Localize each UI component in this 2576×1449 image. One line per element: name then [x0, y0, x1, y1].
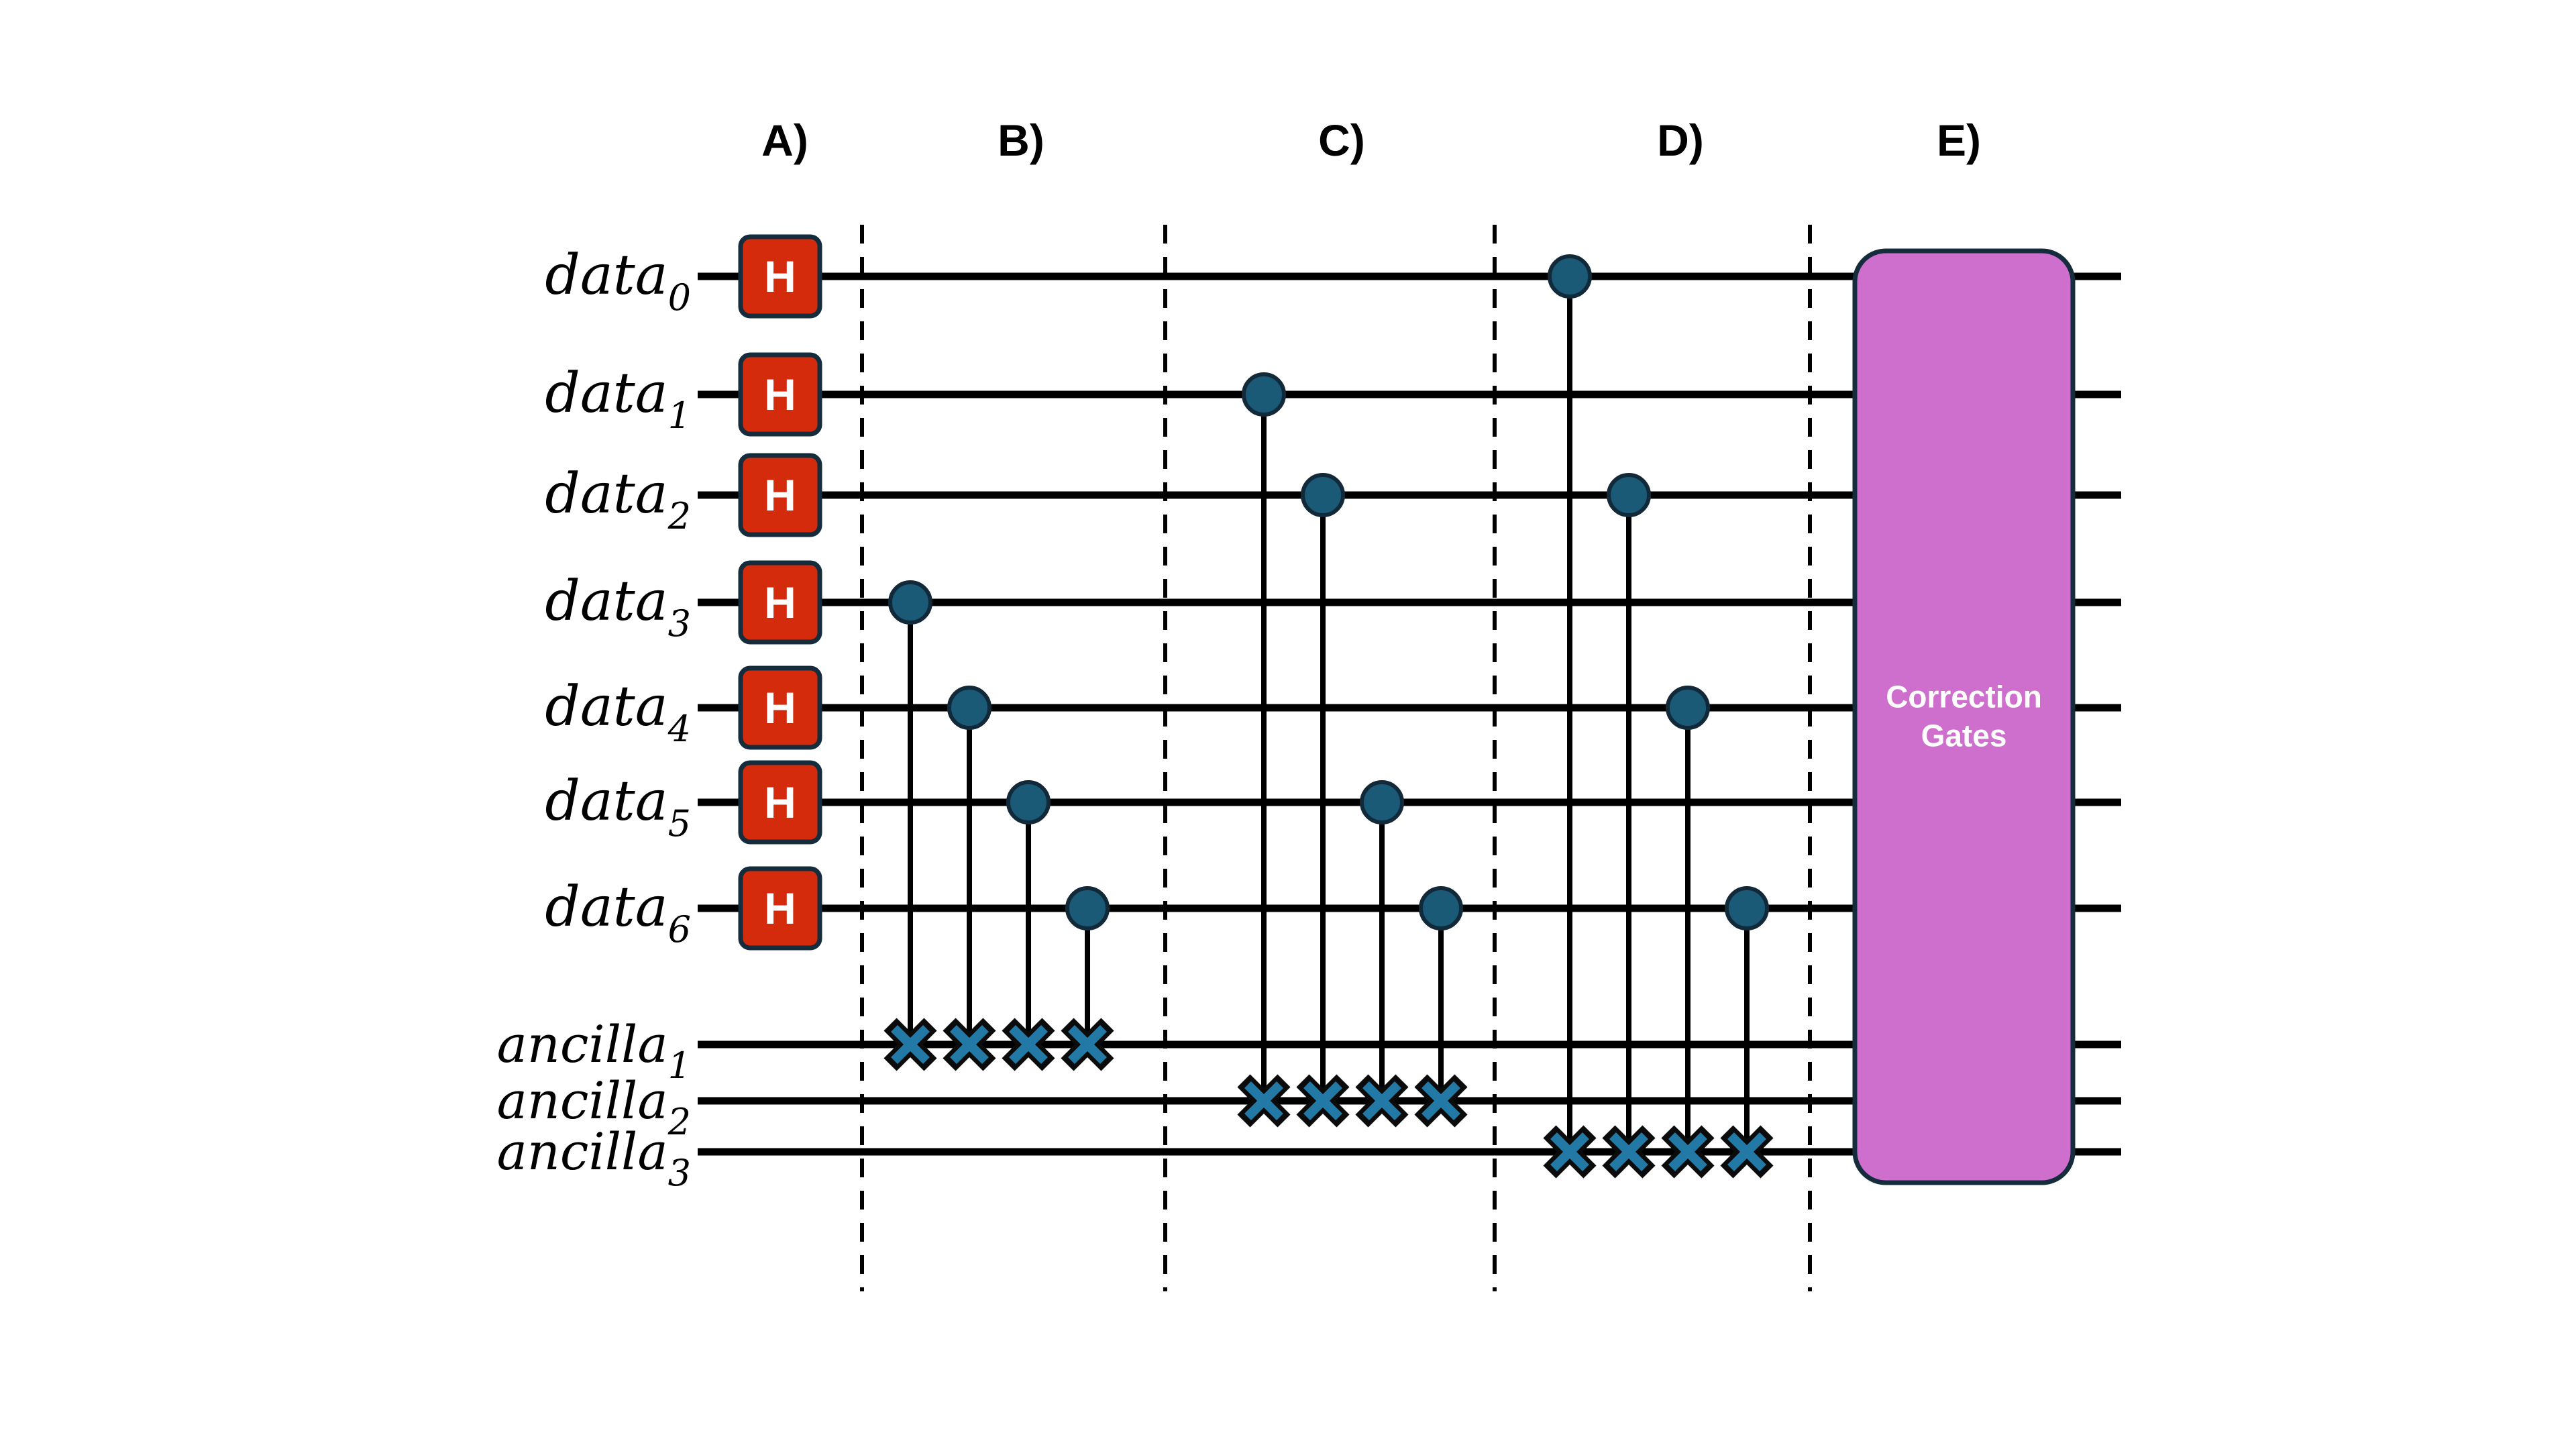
hadamard-gate-data-2: H: [738, 453, 822, 537]
hadamard-label: H: [764, 370, 796, 419]
section-label-D: D): [1657, 115, 1704, 165]
hadamard-gate-data-5: H: [738, 760, 822, 845]
qubit-label-data-2: data2: [545, 462, 691, 537]
cnot-target-x: [1009, 1025, 1048, 1064]
cnot-target-x: [1668, 1132, 1707, 1171]
section-label-B: B): [998, 115, 1044, 165]
correction-gates-block: Correction Gates: [1852, 248, 2076, 1185]
cnot-data_3-to-ancilla_1: [883, 580, 937, 1071]
qubit-label-data-0: data0: [545, 244, 691, 319]
cnot-target-x: [1068, 1025, 1107, 1064]
cnot-target-x: [1727, 1132, 1766, 1171]
cnot-target-x: [891, 1025, 930, 1064]
cnot-data_0-to-ancilla_3: [1543, 254, 1597, 1179]
hadamard-gate-data-0: H: [738, 234, 822, 319]
qubit-label-data-3: data3: [545, 570, 691, 645]
cnot-control-dot: [1666, 686, 1710, 730]
cnot-data_2-to-ancilla_3: [1602, 473, 1656, 1179]
cnot-control-dot: [1725, 886, 1769, 930]
qubit-label-data-6: data6: [545, 875, 691, 951]
hadamard-box: [738, 234, 822, 319]
cnot-control-dot: [1301, 473, 1345, 517]
cnot-control-dot: [1419, 886, 1463, 930]
qubit-label-data-5: data5: [545, 769, 691, 845]
cnot-data_4-to-ancilla_3: [1661, 686, 1715, 1179]
section-label-E: E): [1937, 115, 1981, 165]
hadamard-gate-data-3: H: [738, 560, 822, 645]
hadamard-label: H: [764, 777, 796, 827]
cnot-data_6-to-ancilla_2: [1414, 886, 1468, 1128]
cnot-data_5-to-ancilla_2: [1355, 780, 1409, 1128]
cnot-control-dot: [888, 580, 932, 625]
hadamard-box: [738, 560, 822, 645]
correction-gates-label-line2: Gates: [1921, 718, 2007, 753]
cnot-control-dot: [1065, 886, 1110, 930]
hadamard-label: H: [764, 683, 796, 733]
section-label-A: A): [761, 115, 808, 165]
cnot-target-x: [1303, 1081, 1342, 1120]
cnot-control-dot: [1607, 473, 1651, 517]
qubit-label-ancilla-2: ancilla2: [497, 1071, 691, 1143]
cnot-target-x: [950, 1025, 989, 1064]
cnot-control-dot: [1548, 254, 1592, 299]
hadamard-label: H: [764, 470, 796, 520]
cnot-target-x: [1550, 1132, 1589, 1171]
cnot-control-dot: [947, 686, 991, 730]
hadamard-box: [738, 352, 822, 437]
hadamard-label: H: [764, 578, 796, 627]
cnot-data_6-to-ancilla_3: [1720, 886, 1774, 1179]
cnot-target-x: [1362, 1081, 1401, 1120]
hadamard-box: [738, 665, 822, 750]
cnot-control-dot: [1360, 780, 1404, 824]
qubit-label-ancilla-1: ancilla1: [497, 1014, 691, 1087]
cnot-data_1-to-ancilla_2: [1237, 372, 1291, 1128]
cnot-target-x: [1421, 1081, 1460, 1120]
qubit-label-data-1: data1: [545, 362, 691, 437]
qubit-label-data-4: data4: [545, 675, 691, 750]
hadamard-gate-data-6: H: [738, 866, 822, 951]
cnot-target-x: [1609, 1132, 1648, 1171]
hadamard-gate-data-4: H: [738, 665, 822, 750]
cnot-data_6-to-ancilla_1: [1061, 886, 1114, 1071]
hadamard-label: H: [764, 252, 796, 301]
hadamard-gate-data-1: H: [738, 352, 822, 437]
hadamard-box: [738, 453, 822, 537]
section-label-C: C): [1318, 115, 1365, 165]
cnot-control-dot: [1242, 372, 1286, 417]
hadamard-box: [738, 760, 822, 845]
cnot-target-x: [1244, 1081, 1283, 1120]
hadamard-label: H: [764, 883, 796, 933]
qubit-label-ancilla-3: ancilla3: [497, 1122, 691, 1194]
cnot-data_5-to-ancilla_1: [1002, 780, 1055, 1071]
cnot-data_2-to-ancilla_2: [1296, 473, 1350, 1128]
correction-gates-label-line1: Correction: [1886, 680, 2042, 714]
cnot-data_4-to-ancilla_1: [943, 686, 996, 1071]
correction-gates-box: [1852, 248, 2076, 1185]
hadamard-box: [738, 866, 822, 951]
cnot-control-dot: [1006, 780, 1051, 824]
